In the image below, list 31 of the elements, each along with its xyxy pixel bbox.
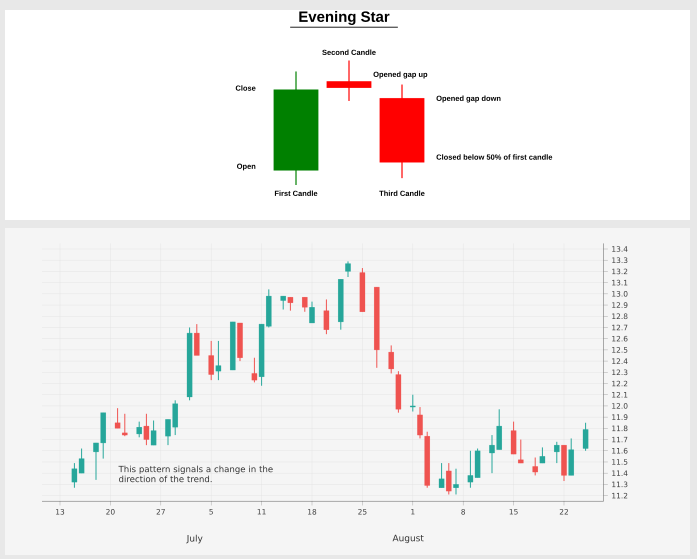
candlestick xyxy=(532,456,538,476)
candlestick xyxy=(252,357,258,383)
chart-title: Evening Star xyxy=(299,10,390,25)
candlestick xyxy=(114,408,120,429)
candlestick xyxy=(150,420,156,446)
candlestick xyxy=(208,340,214,381)
candlestick xyxy=(288,296,294,312)
candlestick xyxy=(324,298,330,335)
candlestick xyxy=(345,260,351,278)
candlestick xyxy=(194,324,200,356)
candlestick xyxy=(417,406,423,439)
candlestick xyxy=(453,468,459,495)
text: August xyxy=(392,534,424,544)
candlestick xyxy=(510,421,516,455)
candlestick xyxy=(136,421,142,438)
candlestick xyxy=(302,296,308,312)
annotation: This pattern signals a change in the direction of the trend. xyxy=(118,466,273,482)
text: July xyxy=(186,534,203,544)
candlestick xyxy=(446,462,452,495)
candlestick xyxy=(280,296,286,310)
candlestick xyxy=(582,422,588,452)
candlestick xyxy=(309,301,315,324)
candlestick xyxy=(216,340,222,381)
candlestick xyxy=(554,441,560,464)
candlestick xyxy=(410,394,416,412)
candlestick xyxy=(122,413,128,437)
candlestick xyxy=(388,344,394,374)
candlestick xyxy=(438,462,444,488)
candlestick xyxy=(518,439,524,464)
candlestick xyxy=(540,446,546,464)
candlestick xyxy=(144,413,150,446)
